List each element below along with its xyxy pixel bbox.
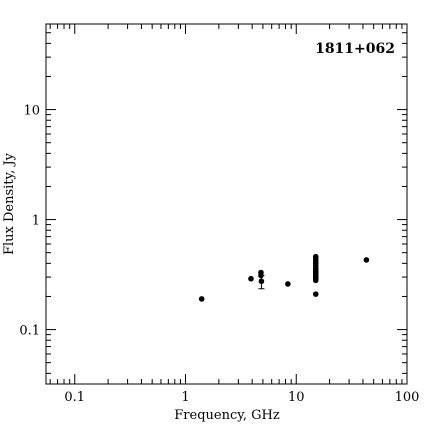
minor-ticks — [46, 23, 407, 384]
data-point — [363, 257, 370, 263]
data-point — [312, 291, 319, 297]
y-tick-label: 0.1 — [19, 324, 40, 339]
x-tick-label: 10 — [288, 390, 305, 405]
y-tick-label: 1 — [32, 214, 40, 229]
y-tick-label: 10 — [23, 104, 40, 119]
x-tick-label: 1 — [181, 390, 189, 405]
plot-frame — [45, 23, 408, 385]
data-point — [312, 253, 319, 260]
x-axis-label: Frequency, GHz — [174, 408, 280, 423]
major-ticks — [46, 24, 408, 384]
x-tick-label: 0.1 — [64, 390, 85, 405]
data-points — [198, 253, 370, 302]
data-point — [248, 275, 254, 282]
data-point — [258, 278, 265, 285]
tick-labels: 0.1 1 10 100 0.1 1 10 — [19, 104, 419, 405]
data-point — [285, 281, 291, 287]
x-tick-label: 100 — [395, 390, 420, 405]
data-point — [198, 296, 205, 302]
chart-title: 1811+062 — [315, 41, 395, 57]
y-axis-label: Flux Density, Jy — [2, 152, 17, 255]
